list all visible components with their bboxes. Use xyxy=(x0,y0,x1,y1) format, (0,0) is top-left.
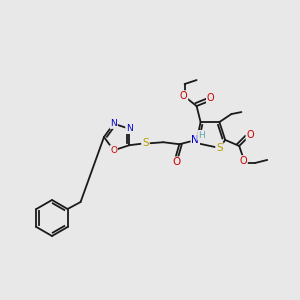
Text: N: N xyxy=(110,119,117,128)
Text: O: O xyxy=(207,93,214,103)
Text: H: H xyxy=(198,131,205,140)
Text: N: N xyxy=(126,124,133,133)
Text: O: O xyxy=(180,91,188,101)
Text: N: N xyxy=(191,135,199,145)
Text: O: O xyxy=(172,157,181,167)
Text: O: O xyxy=(246,130,254,140)
Text: S: S xyxy=(216,143,223,153)
Text: O: O xyxy=(239,156,247,166)
Text: S: S xyxy=(142,138,148,148)
Text: O: O xyxy=(110,146,117,155)
